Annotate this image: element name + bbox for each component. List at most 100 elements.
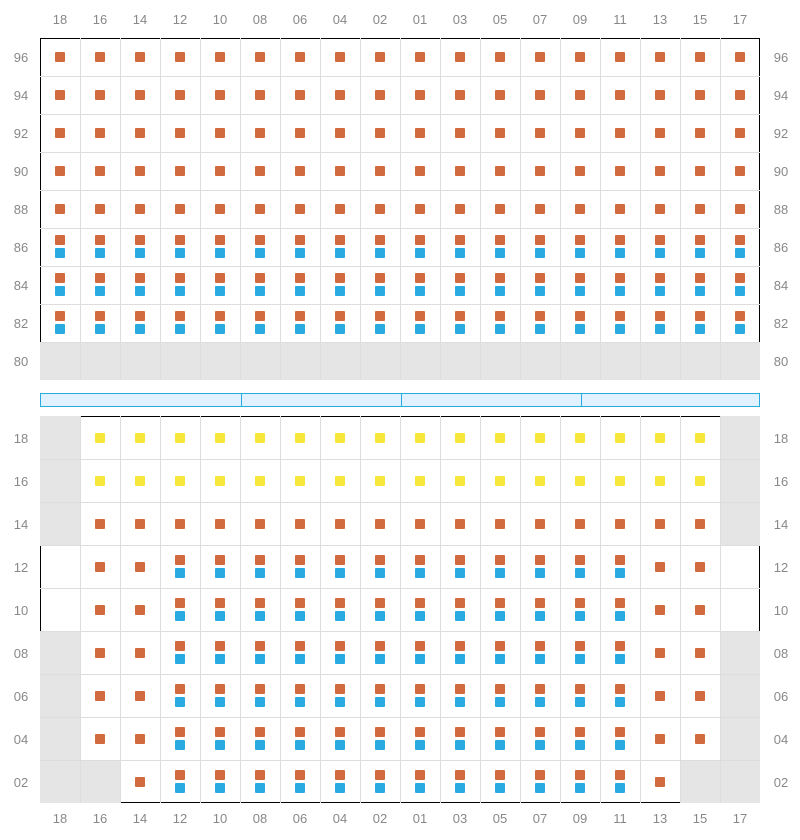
seat-orange — [495, 204, 505, 214]
seat-orange — [415, 204, 425, 214]
seat-orange — [295, 555, 305, 565]
seat-blue — [255, 568, 265, 578]
col-label-top: 16 — [80, 12, 120, 27]
seat-blue — [615, 611, 625, 621]
seat-orange — [575, 204, 585, 214]
seat-orange — [135, 562, 145, 572]
seat-blue — [695, 248, 705, 258]
seat-orange — [335, 166, 345, 176]
seat-orange — [735, 204, 745, 214]
seat-marker — [215, 433, 225, 443]
col-label-top: 12 — [160, 12, 200, 27]
seat-orange — [415, 273, 425, 283]
seat-orange — [615, 128, 625, 138]
seat-blue — [575, 697, 585, 707]
seat-orange — [415, 128, 425, 138]
seat-orange — [415, 770, 425, 780]
row-label-right: 80 — [766, 354, 796, 369]
row-label-left: 90 — [6, 164, 36, 179]
seat-orange — [95, 605, 105, 615]
seat-orange — [135, 734, 145, 744]
seat-marker — [615, 433, 625, 443]
seat-orange — [735, 235, 745, 245]
seat-marker — [175, 476, 185, 486]
seat-orange — [695, 648, 705, 658]
seat-blue — [495, 654, 505, 664]
seat-orange — [335, 598, 345, 608]
seat-blue — [295, 286, 305, 296]
seat-orange — [575, 770, 585, 780]
seat-blue — [615, 568, 625, 578]
seat-blue — [535, 740, 545, 750]
seat-orange — [375, 52, 385, 62]
seat-orange — [215, 273, 225, 283]
seat-blue — [215, 783, 225, 793]
seat-blue — [175, 611, 185, 621]
seat-blue — [415, 286, 425, 296]
seat-orange — [55, 128, 65, 138]
seat-orange — [535, 555, 545, 565]
seat-orange — [655, 273, 665, 283]
row-label-right: 82 — [766, 316, 796, 331]
seat-marker — [695, 433, 705, 443]
seat-blue — [455, 324, 465, 334]
seat-orange — [175, 727, 185, 737]
col-label-top: 08 — [240, 12, 280, 27]
seat-orange — [215, 727, 225, 737]
seat-marker — [655, 433, 665, 443]
seat-orange — [295, 235, 305, 245]
seat-blue — [455, 654, 465, 664]
seat-orange — [455, 166, 465, 176]
seat-orange — [175, 52, 185, 62]
col-label-bottom: 17 — [720, 811, 760, 826]
seat-blue — [415, 740, 425, 750]
seat-orange — [135, 605, 145, 615]
seat-orange — [615, 90, 625, 100]
seat-orange — [375, 684, 385, 694]
col-label-top: 10 — [200, 12, 240, 27]
seat-marker — [495, 476, 505, 486]
seat-orange — [135, 90, 145, 100]
seat-blue — [95, 248, 105, 258]
seat-orange — [415, 684, 425, 694]
seat-blue — [335, 286, 345, 296]
seat-orange — [335, 727, 345, 737]
seat-orange — [615, 166, 625, 176]
seat-blue — [455, 740, 465, 750]
row-label-left: 94 — [6, 88, 36, 103]
row-label-left: 10 — [6, 603, 36, 618]
col-label-bottom: 14 — [120, 811, 160, 826]
seat-orange — [335, 311, 345, 321]
seat-blue — [495, 568, 505, 578]
row-label-left: 86 — [6, 240, 36, 255]
seat-blue — [215, 740, 225, 750]
seat-orange — [295, 684, 305, 694]
seat-blue — [615, 654, 625, 664]
seat-orange — [95, 734, 105, 744]
seat-orange — [55, 235, 65, 245]
row-label-left: 16 — [6, 474, 36, 489]
seat-orange — [575, 684, 585, 694]
row-label-right: 14 — [766, 517, 796, 532]
seat-orange — [255, 727, 265, 737]
row-label-right: 96 — [766, 50, 796, 65]
seat-orange — [575, 311, 585, 321]
seat-blue — [175, 568, 185, 578]
seat-blue — [335, 248, 345, 258]
seat-blue — [255, 740, 265, 750]
seat-blue — [415, 697, 425, 707]
seat-blue — [95, 324, 105, 334]
seat-marker — [135, 476, 145, 486]
seat-orange — [655, 734, 665, 744]
seat-orange — [255, 684, 265, 694]
seat-orange — [455, 598, 465, 608]
seat-orange — [415, 166, 425, 176]
seat-orange — [615, 235, 625, 245]
seat-orange — [495, 519, 505, 529]
seat-orange — [255, 555, 265, 565]
seat-orange — [175, 166, 185, 176]
seat-orange — [255, 273, 265, 283]
seat-orange — [375, 204, 385, 214]
seat-orange — [95, 562, 105, 572]
seat-orange — [495, 52, 505, 62]
